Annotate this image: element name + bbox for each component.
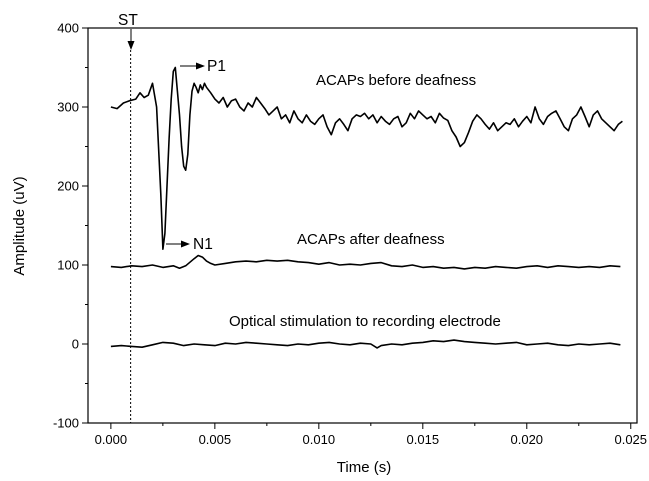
y-tick-label: 0: [72, 337, 79, 352]
x-tick-label: 0.010: [303, 432, 336, 447]
x-tick-label: 0.000: [95, 432, 128, 447]
label-after-deafness: ACAPs after deafness: [297, 231, 445, 248]
x-axis-title: Time (s): [337, 459, 391, 476]
series-group: [110, 66, 623, 349]
series-line-2: [110, 254, 621, 270]
x-tick-label: 0.015: [407, 432, 440, 447]
st-label: ST: [118, 12, 138, 29]
label-before-deafness: ACAPs before deafness: [316, 72, 476, 89]
x-tick-label: 0.025: [614, 432, 647, 447]
x-axis-ticks: 0.000 0.005 0.010 0.015 0.020 0.025: [95, 423, 647, 447]
p1-label: P1: [207, 58, 226, 75]
label-optical-stimulation: Optical stimulation to recording electro…: [229, 313, 501, 330]
x-tick-label: 0.020: [511, 432, 544, 447]
series-line-1: [110, 66, 623, 250]
y-tick-label: 300: [57, 100, 79, 115]
series-line-3: [110, 339, 621, 349]
y-axis-title: Amplitude (uV): [11, 176, 28, 275]
y-tick-label: 400: [57, 21, 79, 36]
n1-label: N1: [193, 236, 213, 253]
st-arrow: [127, 29, 135, 50]
y-tick-label: -100: [53, 416, 79, 431]
n1-arrow: [166, 240, 190, 248]
y-tick-label: 100: [57, 258, 79, 273]
y-axis-ticks: -100 0 100 200 300 400: [53, 21, 88, 431]
p1-arrow: [180, 62, 205, 70]
x-tick-label: 0.005: [199, 432, 232, 447]
y-tick-label: 200: [57, 179, 79, 194]
